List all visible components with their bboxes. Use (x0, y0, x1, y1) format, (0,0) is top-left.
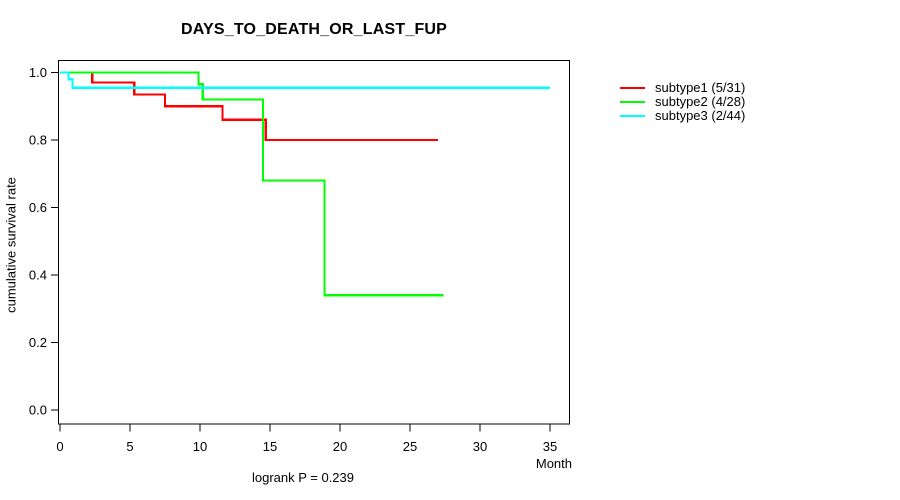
logrank-p-annotation: logrank P = 0.239 (251, 470, 355, 485)
legend-line-swatch (620, 87, 645, 89)
legend-item-subtype1: subtype1 (5/31) (620, 81, 745, 95)
chart-title: DAYS_TO_DEATH_OR_LAST_FUP (180, 21, 448, 38)
legend: subtype1 (5/31) subtype2 (4/28) subtype3 (… (620, 81, 745, 123)
y-tick-label: 1.0 (29, 65, 47, 80)
legend-line-swatch (620, 101, 645, 103)
legend-line-swatch (620, 115, 645, 117)
y-tick-label: 0.8 (29, 133, 47, 148)
x-tick-label: 15 (263, 439, 277, 454)
x-tick-label: 5 (126, 439, 133, 454)
x-tick-label: 35 (543, 439, 557, 454)
legend-label: subtype1 (5/31) (655, 80, 746, 95)
y-tick-label: 0.0 (29, 403, 47, 418)
legend-item-subtype2: subtype2 (4/28) (620, 95, 745, 109)
survival-curve-subtype2 (60, 71, 444, 297)
legend-label: subtype2 (4/28) (655, 94, 746, 109)
x-tick-label: 20 (333, 439, 347, 454)
legend-label: subtype3 (2/44) (655, 108, 746, 123)
y-tick-label: 0.2 (29, 335, 47, 350)
x-tick-label: 0 (56, 439, 63, 454)
y-tick-label: 0.6 (29, 200, 47, 215)
x-axis-label: Month (535, 456, 572, 471)
legend-item-subtype3: subtype3 (2/44) (620, 109, 745, 123)
x-tick-label: 25 (403, 439, 417, 454)
x-tick-label: 30 (473, 439, 487, 454)
y-tick-label: 0.4 (29, 268, 47, 283)
survival-curve-subtype1 (60, 71, 438, 142)
survival-curve-subtype3 (60, 71, 550, 89)
plot-box (57, 59, 571, 425)
x-tick-label: 10 (193, 439, 207, 454)
